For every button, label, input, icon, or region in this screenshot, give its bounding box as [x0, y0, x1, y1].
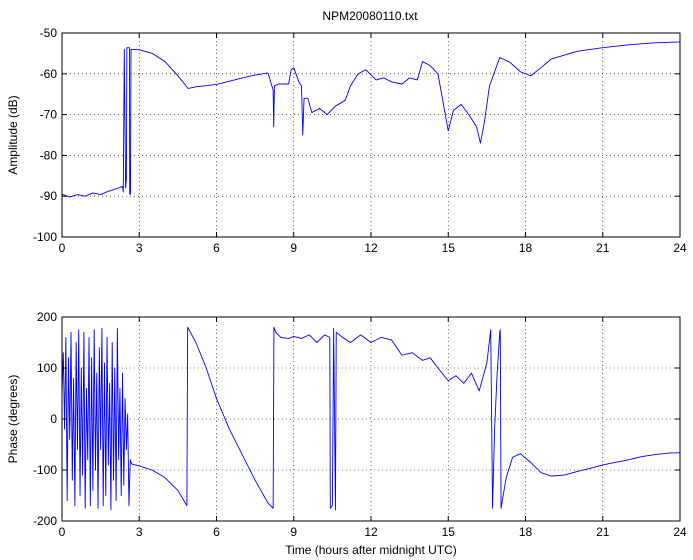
amplitude-x-tick-label: 18	[519, 241, 533, 255]
phase-x-tick-label: 3	[136, 525, 143, 539]
amplitude-y-tick-label: -90	[40, 189, 58, 203]
amplitude-y-tick-label: -80	[40, 148, 58, 162]
amplitude-x-tick-label: 9	[290, 241, 297, 255]
phase-y-axis-title: Phase (degrees)	[6, 375, 20, 464]
amplitude-y-tick-label: -70	[40, 108, 58, 122]
phase-y-tick-label: 200	[37, 310, 57, 324]
amplitude-x-tick-label: 3	[136, 241, 143, 255]
phase-x-tick-label: 15	[442, 525, 456, 539]
phase-x-tick-label: 24	[673, 525, 687, 539]
amplitude-x-tick-label: 12	[364, 241, 378, 255]
amplitude-y-axis-title: Amplitude (dB)	[6, 95, 20, 174]
amplitude-x-tick-label: 24	[673, 241, 687, 255]
phase-x-axis-title: Time (hours after midnight UTC)	[285, 543, 457, 557]
amplitude-x-tick-label: 21	[596, 241, 610, 255]
phase-x-tick-label: 9	[290, 525, 297, 539]
phase-y-tick-label: 100	[37, 361, 57, 375]
phase-x-tick-label: 0	[59, 525, 66, 539]
amplitude-x-tick-label: 0	[59, 241, 66, 255]
figure-title: NPM20080110.txt	[322, 9, 418, 23]
amplitude-x-tick-label: 15	[442, 241, 456, 255]
phase-series-line	[61, 326, 681, 511]
amplitude-y-tick-label: -100	[33, 230, 57, 244]
amplitude-series-line	[61, 41, 681, 198]
amplitude-y-tick-label: -60	[40, 67, 58, 81]
phase-panel: 0 3 6 9 12 15 18 21 24 -200 -100 0 100 200 Phase (degr…	[6, 310, 687, 557]
phase-y-tick-label: 0	[50, 412, 57, 426]
amplitude-x-tick-label: 6	[213, 241, 220, 255]
phase-x-tick-label: 12	[364, 525, 378, 539]
phase-x-tick-label: 18	[519, 525, 533, 539]
phase-y-tick-label: -100	[33, 463, 57, 477]
amplitude-panel: 0 3 6 9 12 15 18 21 24 -100 -90 -80 -70 -60 -50 Amplitu…	[6, 26, 687, 255]
phase-x-tick-label: 6	[213, 525, 220, 539]
amplitude-y-tick-label: -50	[40, 26, 58, 40]
phase-x-tick-label: 21	[596, 525, 610, 539]
amplitude-axes-frame	[61, 32, 681, 238]
phase-y-tick-label: -200	[33, 514, 57, 528]
